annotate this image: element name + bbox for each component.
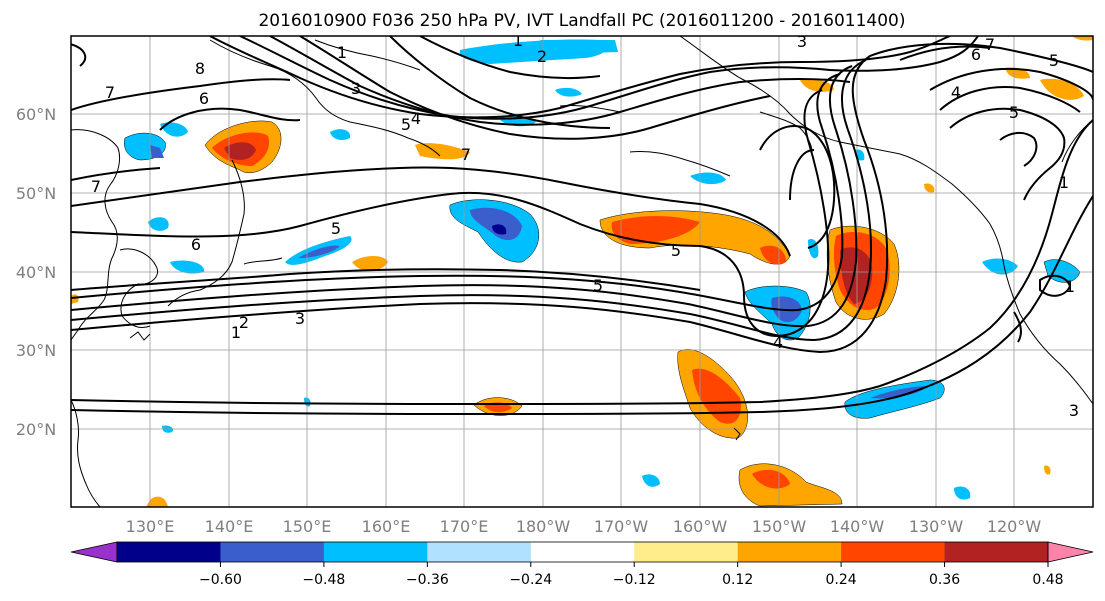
contour-label: 6 [191, 235, 201, 254]
lon-label: 120°W [987, 517, 1042, 536]
map-panel: 1 2 3 3 4 5 6 7 8 6 7 5 5 3 2 1 7 5 4 1 … [71, 31, 1093, 507]
latitude-labels: 60°N 50°N 40°N 30°N 20°N [16, 105, 56, 439]
contour-label: 5 [671, 241, 681, 260]
colorbar-tick-label: −0.60 [199, 572, 242, 588]
colorbar-tick-label: −0.24 [509, 572, 552, 588]
contour-labels: 1 2 3 3 4 5 6 7 8 6 7 5 5 3 2 1 7 5 4 1 … [91, 31, 1079, 420]
gridlines [71, 36, 1093, 507]
lon-label: 140°E [205, 517, 254, 536]
contour-label: 2 [537, 47, 547, 66]
colorbar-segment [427, 542, 532, 562]
contour-label: 1 [1065, 277, 1075, 296]
contour-label: 7 [91, 177, 101, 196]
contour-label: 1 [337, 43, 347, 62]
height-contours [71, 36, 1093, 416]
contour-label: 1 [1059, 173, 1069, 192]
lat-label-60n: 60°N [16, 105, 56, 124]
contour-label: 4 [951, 83, 961, 102]
colorbar-frame [116, 541, 1049, 563]
contour-label: 5 [1049, 51, 1059, 70]
contour-label: 6 [199, 89, 209, 108]
colorbar-tick-label: 0.24 [826, 572, 857, 588]
contour-label: 7 [105, 83, 115, 102]
colorbar-segment [634, 542, 739, 562]
colorbar-tick-label: −0.12 [613, 572, 656, 588]
colorbar-segment [220, 542, 325, 562]
lon-label: 130°W [909, 517, 964, 536]
colorbar: −0.60 −0.48 −0.36 −0.24 −0.12 0.12 0.24 0.36 0.4… [70, 541, 1094, 588]
contour-label: 1 [231, 323, 241, 342]
lat-label-50n: 50°N [16, 184, 56, 203]
contour-label: 2 [239, 313, 249, 332]
contour-label: 1 [513, 31, 523, 50]
contour-label: 3 [351, 79, 361, 98]
colorbar-segment [841, 542, 946, 562]
lon-label: 130°E [126, 517, 175, 536]
figure-title: 2016010900 F036 250 hPa PV, IVT Landfall… [258, 11, 905, 31]
lat-label-30n: 30°N [16, 341, 56, 360]
contour-label: 3 [295, 309, 305, 328]
contour-label: 7 [985, 35, 995, 54]
pv-positive-anomalies [71, 36, 1093, 507]
colorbar-segment [530, 542, 635, 562]
lon-label: 150°W [752, 517, 807, 536]
contour-label: 5 [331, 219, 341, 238]
contour-label: 7 [461, 145, 471, 164]
lon-label: 160°E [362, 517, 411, 536]
colorbar-segment [737, 542, 842, 562]
colorbar-segment [944, 542, 1049, 562]
lon-label: 170°W [594, 517, 649, 536]
contour-label: 3 [1069, 401, 1079, 420]
contour-label: 3 [797, 32, 807, 51]
colorbar-segment [323, 542, 428, 562]
lat-label-40n: 40°N [16, 263, 56, 282]
colorbar-tick-label: −0.36 [406, 572, 449, 588]
colorbar-tick-label: 0.48 [1032, 572, 1063, 588]
longitude-labels: 130°E 140°E 150°E 160°E 170°E 180°W 170°… [126, 517, 1042, 536]
colorbar-under-extension [70, 541, 118, 563]
contour-label: 8 [195, 59, 205, 78]
colorbar-segment [117, 542, 221, 562]
contour-label: 5 [593, 276, 603, 295]
lon-label: 150°E [283, 517, 332, 536]
lat-label-20n: 20°N [16, 420, 56, 439]
contour-label: 5 [1009, 103, 1019, 122]
lon-label: 160°W [673, 517, 728, 536]
colorbar-over-extension [1047, 541, 1094, 563]
map-frame [70, 35, 1094, 508]
colorbar-tick-label: 0.12 [722, 572, 753, 588]
contour-label: 4 [411, 109, 421, 128]
lon-label: 170°E [440, 517, 489, 536]
contour-label: 5 [401, 115, 411, 134]
contour-label: 4 [773, 333, 783, 352]
lon-label: 180°W [516, 517, 571, 536]
colorbar-tick-label: 0.36 [929, 572, 960, 588]
lon-label: 140°W [830, 517, 885, 536]
colorbar-tick-label: −0.48 [302, 572, 345, 588]
contour-label: 6 [971, 45, 981, 64]
